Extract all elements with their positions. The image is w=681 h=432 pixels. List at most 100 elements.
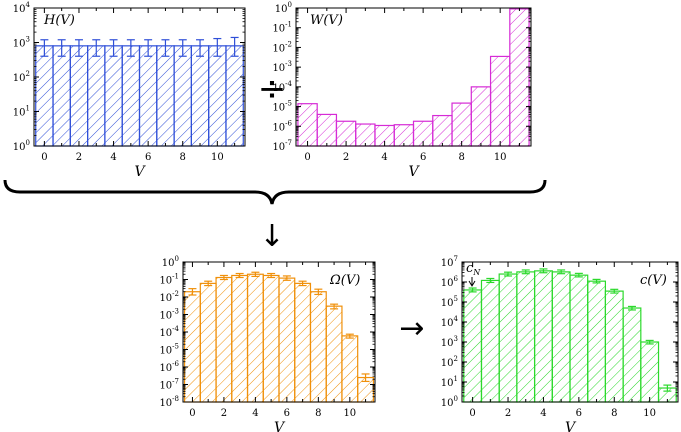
bar-omega-9 xyxy=(325,305,343,403)
panel-omega: 10-8 10-7 10-6 10-5 10-4 10-3 10-2 10-1 100 0 2 4 6 8… xyxy=(159,255,376,432)
bar-w-0 xyxy=(297,103,318,147)
x-tick-label: 4 xyxy=(110,152,116,163)
errorbar-omega-10 xyxy=(345,333,354,339)
y-tick-label: 10-4 xyxy=(272,80,292,94)
errorbar-h-10 xyxy=(213,37,222,57)
errorbar-h-8 xyxy=(178,39,187,57)
y-tick-label: 10-3 xyxy=(272,60,292,74)
y-tick-label: 103 xyxy=(13,36,30,50)
bar-c-5 xyxy=(551,271,571,403)
errorbar-omega-6 xyxy=(282,275,291,281)
x-tick-label: 2 xyxy=(343,152,349,163)
bar-w-11 xyxy=(509,8,530,147)
bar-omega-1 xyxy=(199,282,217,403)
errorbar-h-7 xyxy=(161,39,170,57)
y-tick-label: 10-7 xyxy=(272,139,292,153)
bar-omega-2 xyxy=(215,276,233,403)
x-tick-label: 10 xyxy=(211,152,224,163)
errorbar-c-5 xyxy=(557,269,566,275)
x-tick-label: 6 xyxy=(284,408,290,419)
bar-c-1 xyxy=(480,279,500,403)
bar-c-2 xyxy=(498,273,518,403)
bar-h-4 xyxy=(104,45,123,147)
y-tick-label: 10-5 xyxy=(272,100,292,114)
y-tick-label: 10-3 xyxy=(159,308,179,322)
errorbar-c-4 xyxy=(539,268,548,274)
bar-omega-3 xyxy=(231,274,249,403)
x-tick-label: 8 xyxy=(458,152,464,163)
bar-w-9 xyxy=(470,86,492,147)
annotation-cn: cN xyxy=(466,261,481,277)
x-tick-label: 10 xyxy=(643,408,656,419)
x-tick-label: 8 xyxy=(315,408,321,419)
bar-c-6 xyxy=(569,274,589,403)
y-tick-label: 100 xyxy=(162,255,179,269)
bar-h-1 xyxy=(52,45,71,147)
bar-c-3 xyxy=(516,271,536,403)
panel-title: W(V) xyxy=(310,13,343,28)
x-axis-label: V xyxy=(274,420,286,432)
x-axis-label: V xyxy=(408,164,420,180)
y-tick-label: 103 xyxy=(441,335,458,349)
x-tick-label: 2 xyxy=(505,408,511,419)
errorbar-c-0 xyxy=(468,287,477,293)
y-tick-label: 10-7 xyxy=(159,378,179,392)
errorbar-h-3 xyxy=(92,39,101,57)
panel-title: c(V) xyxy=(640,273,667,288)
errorbar-h-1 xyxy=(57,39,66,57)
panel-w: 10-7 10-6 10-5 10-4 10-3 10-2 10-1 100 0 2 4 6 8 10 V W… xyxy=(272,1,532,180)
y-tick-label: 10-1 xyxy=(272,21,292,35)
y-tick-label: 10-5 xyxy=(159,343,179,357)
errorbar-h-5 xyxy=(126,39,135,57)
errorbar-c-6 xyxy=(574,272,583,278)
errorbar-h-0 xyxy=(40,39,49,57)
errorbar-omega-2 xyxy=(219,274,228,281)
errorbar-c-10 xyxy=(645,339,654,345)
x-tick-label: 0 xyxy=(41,152,47,163)
x-tick-label: 4 xyxy=(381,152,387,163)
right-arrow: → xyxy=(399,311,424,346)
y-tick-label: 102 xyxy=(441,355,458,369)
errorbar-omega-7 xyxy=(298,280,307,287)
y-tick-label: 10-6 xyxy=(159,360,179,374)
x-axis-label: V xyxy=(565,420,577,432)
bar-omega-8 xyxy=(309,291,327,403)
errorbar-h-9 xyxy=(196,39,205,57)
x-tick-label: 0 xyxy=(304,152,310,163)
y-tick-label: 104 xyxy=(441,315,459,329)
bar-c-4 xyxy=(533,270,553,403)
bar-w-7 xyxy=(432,114,453,147)
errorbar-h-2 xyxy=(74,39,83,57)
y-tick-label: 10-8 xyxy=(159,395,179,409)
panel-title: Ω(V) xyxy=(329,273,360,288)
errorbar-c-1 xyxy=(486,277,495,284)
y-tick-label: 100 xyxy=(13,139,30,153)
x-tick-label: 6 xyxy=(420,152,426,163)
y-tick-label: 104 xyxy=(13,1,31,15)
x-axis-label: V xyxy=(134,164,146,180)
bar-c-0 xyxy=(463,289,483,403)
y-tick-label: 101 xyxy=(441,375,458,389)
y-tick-label: 101 xyxy=(13,105,30,119)
bar-h-9 xyxy=(190,45,210,147)
errorbar-omega-3 xyxy=(235,272,244,279)
bar-h-10 xyxy=(208,45,227,147)
bar-c-7 xyxy=(587,280,607,403)
plot-frame xyxy=(461,261,679,403)
x-tick-label: 0 xyxy=(189,408,195,419)
bar-c-9 xyxy=(622,307,642,403)
errorbar-h-4 xyxy=(109,39,118,57)
y-tick-label: 100 xyxy=(441,395,458,409)
bar-h-0 xyxy=(35,45,54,147)
bar-h-5 xyxy=(121,45,141,147)
panel-h: 100 101 102 103 104 0 2 4 6 8 10 V H(V) xyxy=(13,1,246,180)
bar-h-8 xyxy=(173,45,192,147)
panel-c: 100 101 102 103 104 105 106 107 0 2 4 6 8 10 Vc(V) cN xyxy=(441,255,679,432)
bar-omega-10 xyxy=(341,335,359,403)
errorbar-omega-11 xyxy=(361,373,370,383)
errorbar-c-3 xyxy=(521,269,530,275)
bar-w-3 xyxy=(355,123,376,147)
y-tick-label: 102 xyxy=(13,70,30,84)
bar-h-11 xyxy=(225,45,244,147)
